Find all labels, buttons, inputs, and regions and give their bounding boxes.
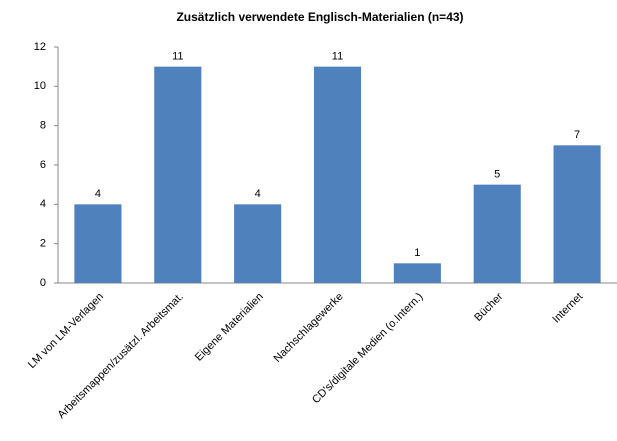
data-label: 4	[255, 188, 261, 200]
bar	[234, 204, 282, 283]
x-tick-label: Nachschlagewerke	[271, 291, 345, 365]
bar	[393, 263, 441, 283]
bar	[74, 204, 122, 283]
x-tick-label: Eigene Materialien	[193, 291, 266, 364]
y-tick-label: 10	[34, 80, 46, 92]
bar	[154, 66, 202, 284]
x-tick-label: Bücher	[472, 290, 505, 323]
x-tick-label: Internet	[550, 291, 585, 326]
bar	[313, 66, 362, 284]
bar	[553, 145, 601, 283]
data-label: 5	[494, 169, 500, 181]
data-label: 11	[172, 51, 183, 63]
y-tick-label: 2	[40, 238, 46, 250]
x-tick-label: Arbeitsmappen/zusätzl. Arbeitsmat.	[56, 291, 186, 421]
data-label: 7	[574, 129, 580, 141]
y-tick-label: 8	[40, 120, 46, 132]
y-tick-label: 0	[40, 277, 46, 289]
data-label: 11	[332, 51, 343, 63]
y-tick-label: 4	[40, 198, 46, 210]
y-tick-label: 12	[34, 41, 46, 53]
chart-title: Zusätzlich verwendete Englisch-Materiali…	[176, 10, 463, 24]
data-label: 4	[95, 188, 101, 200]
y-tick-label: 6	[40, 159, 46, 171]
x-tick-label: LM von LM-Verlagen	[26, 291, 106, 371]
bar	[473, 184, 521, 283]
data-label: 1	[414, 247, 420, 259]
